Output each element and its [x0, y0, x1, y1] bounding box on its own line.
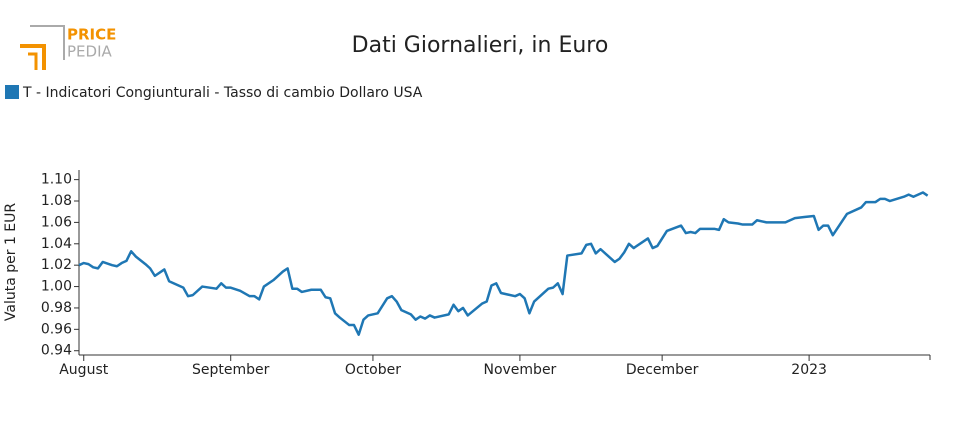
logo-text: PRICE — [67, 26, 116, 44]
data-line — [78, 191, 929, 336]
y-axis-label: Valuta per 1 EUR — [3, 203, 19, 322]
x-tick-label: 2023 — [791, 362, 827, 378]
x-tick-label: October — [345, 362, 401, 378]
logo: PRICE PEDIA — [20, 25, 116, 70]
x-tick-label: August — [59, 362, 109, 378]
legend-label: T - Indicatori Congiunturali - Tasso di … — [22, 85, 423, 101]
y-tick-label: 0.94 — [41, 343, 72, 359]
x-tick-label: September — [192, 362, 270, 378]
y-tick-label: 1.10 — [41, 172, 72, 188]
y-tick-label: 1.06 — [41, 214, 72, 230]
chart-title: Dati Giornalieri, in Euro — [352, 33, 609, 58]
y-tick-label: 1.00 — [41, 279, 72, 295]
x-tick-label: November — [483, 362, 556, 378]
logo-frame — [30, 25, 65, 60]
logo-mark — [28, 52, 38, 70]
y-tick-label: 0.98 — [41, 300, 72, 316]
logo-text: PEDIA — [67, 43, 112, 61]
y-tick-label: 1.04 — [41, 236, 72, 252]
logo-mark — [20, 44, 46, 70]
y-tick-label: 0.96 — [41, 321, 72, 337]
legend-swatch — [5, 85, 19, 99]
y-tick-label: 1.02 — [41, 257, 72, 273]
y-tick-label: 1.08 — [41, 193, 72, 209]
x-tick-label: December — [626, 362, 699, 378]
